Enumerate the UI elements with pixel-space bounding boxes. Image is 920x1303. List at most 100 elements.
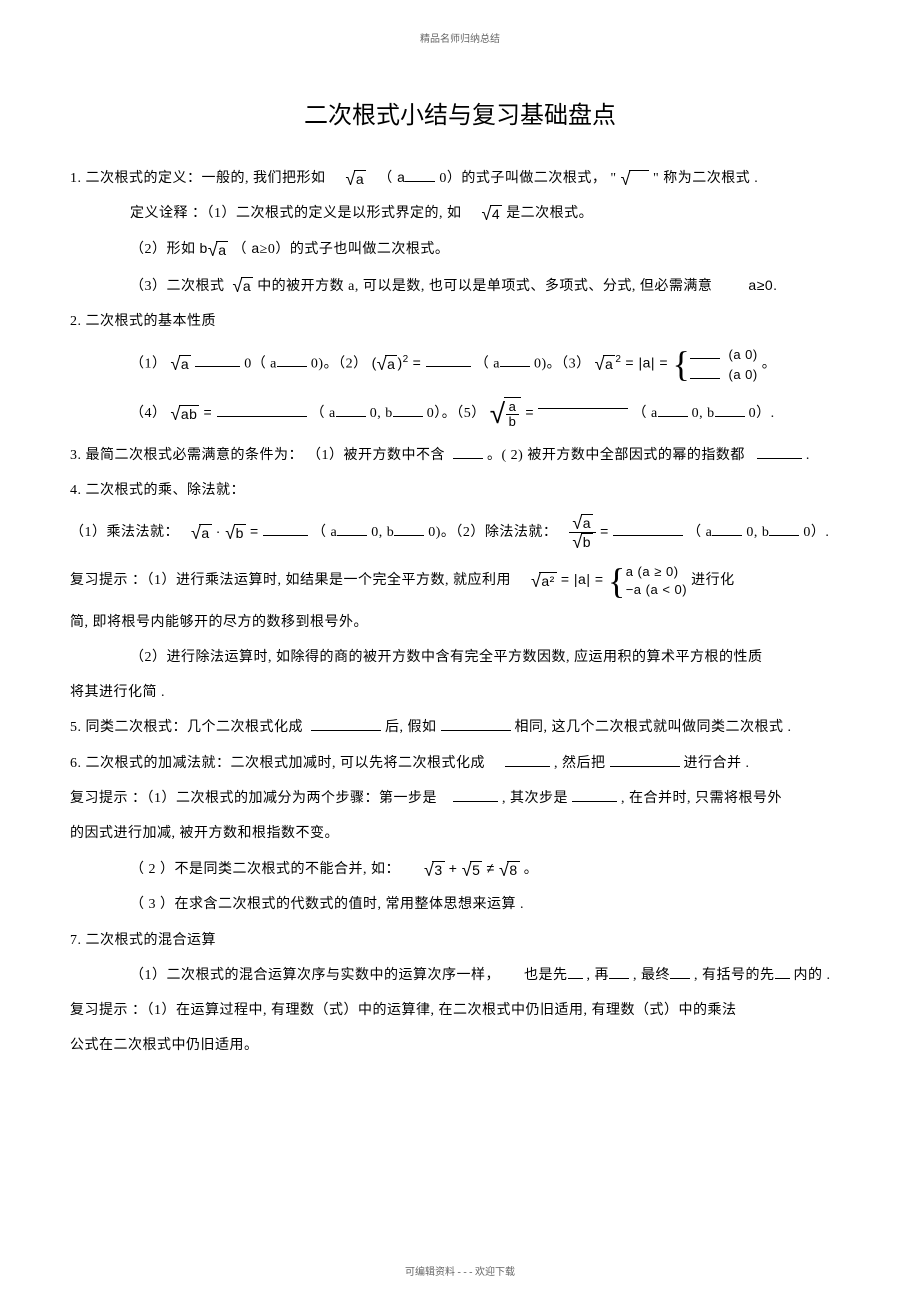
sqrt-4-icon: √4 [482, 205, 503, 223]
text: , 有括号的先 [694, 968, 775, 983]
blank [690, 364, 720, 379]
section-2-row-1: （1） √a 0（ a 0)。（2） (√a)2 = （ a 0)。（3） √a… [70, 344, 850, 384]
blank [658, 402, 688, 417]
text: （ a [312, 525, 337, 540]
text: , 在合并时, 只需将根号外 [621, 791, 782, 806]
section-2-head: 2. 二次根式的基本性质 [70, 309, 850, 334]
text: 。( 2) 被开方数中全部因式的幂的指数都 [487, 448, 745, 463]
text: （1）二次根式的混合运算次序与实数中的运算次序一样， [130, 968, 500, 983]
section-3: 3. 最简二次根式必需满意的条件为： （1）被开方数中不含 。( 2) 被开方数… [70, 443, 850, 468]
section-7-line-1: （1）二次根式的混合运算次序与实数中的运算次序一样， 也是先 , 再 , 最终 … [70, 963, 850, 988]
text: 0)。（2）除法法就： [428, 525, 557, 540]
blank [775, 964, 790, 979]
sqrt-a-icon: √a [346, 170, 367, 188]
text: （ a [475, 356, 500, 371]
section-1-def-1: 定义诠释 ：（1）二次根式的定义是以形式界定的, 如 √4 是二次根式。 [70, 201, 850, 226]
section-2-row-2: （4） √ab = （ a 0, b 0）。（5） √ab = （ a 0, b… [70, 394, 850, 432]
blank [336, 402, 366, 417]
blank [715, 402, 745, 417]
section-4-tip-1b: 简, 即将根号内能够开的尽方的数移到根号外。 [70, 610, 850, 635]
text: （ 2 ）不是同类二次根式的不能合并, 如： [130, 862, 400, 877]
blank [757, 444, 802, 459]
text: 0）的式子叫做二次根式， " [439, 171, 616, 186]
blank [277, 352, 307, 367]
sqrt-ab-icon: √ab [171, 405, 200, 423]
blank [500, 352, 530, 367]
page-header: 精品名师归纳总结 [70, 30, 850, 45]
text: 进行化 [691, 573, 735, 588]
blank [453, 787, 498, 802]
text: " 称为二次根式 . [653, 171, 758, 186]
text: 0）。（5） [427, 406, 486, 421]
section-5: 5. 同类二次根式：几个二次根式化成 后, 假如 相同, 这几个二次根式就叫做同… [70, 715, 850, 740]
sqrt-a-icon: √a [171, 355, 192, 373]
blank [393, 402, 423, 417]
blank [505, 752, 550, 767]
text: 0）. [749, 406, 775, 421]
text: 复习提示 ：（1）进行乘法运算时, 如结果是一个完全平方数, 就应利用 [70, 573, 511, 588]
section-7-head: 7. 二次根式的混合运算 [70, 928, 850, 953]
section-6: 6. 二次根式的加减法就：二次根式加减时, 可以先将二次根式化成 , 然后把 进… [70, 751, 850, 776]
blank [572, 787, 617, 802]
document-page: 精品名师归纳总结 二次根式小结与复习基础盘点 1. 二次根式的定义：一般的, 我… [0, 0, 920, 1303]
text: （1）乘法法就： [70, 525, 179, 540]
section-4-head: 4. 二次根式的乘、除法就： [70, 478, 850, 503]
blank [263, 521, 308, 536]
text: 内的 . [794, 968, 831, 983]
text: 中的被开方数 a, 可以是数, 也可以是单项式、多项式、分式, 但必需满意 [257, 279, 712, 294]
section-1-line-1: 1. 二次根式的定义：一般的, 我们把形如 √a （ a 0）的式子叫做二次根式… [70, 165, 850, 191]
text: 0, b [371, 525, 394, 540]
section-6-tip-1b: 的因式进行加减, 被开方数和根指数不变。 [70, 821, 850, 846]
sqrt-a-icon: √a [208, 241, 229, 259]
text: （3）二次根式 [130, 279, 225, 294]
text: 。 [524, 862, 539, 877]
sqrt-a-icon: √a [233, 277, 254, 295]
text: （4） [130, 406, 167, 421]
sqrt-3-icon: √3 [424, 861, 445, 879]
sqrt-a-icon: √a [595, 355, 616, 373]
blank [337, 521, 367, 536]
text: 相同, 这几个二次根式就叫做同类二次根式 . [515, 720, 792, 735]
section-6-tip-2: （ 2 ）不是同类二次根式的不能合并, 如： √3 + √5 ≠ √8 。 [70, 856, 850, 882]
blank [405, 167, 435, 182]
text: 0, b [746, 525, 769, 540]
sqrt-5-icon: √5 [462, 861, 483, 879]
blank [538, 394, 628, 409]
text: , 最终 [633, 968, 670, 983]
text: . [806, 448, 810, 463]
brace-cases: { a (a ≥ 0) −a (a < 0) [608, 563, 687, 599]
blank [453, 444, 483, 459]
page-footer: 可编辑资料 - - - 欢迎下载 [0, 1263, 920, 1278]
sqrt-frac-icon: √ab [490, 397, 522, 432]
blank [712, 521, 742, 536]
text: （1） [130, 356, 167, 371]
text: 0)。（3） [534, 356, 591, 371]
text: 定义诠释 ：（1）二次根式的定义是以形式界定的, 如 [130, 206, 462, 221]
text: 3. 最简二次根式必需满意的条件为： （1）被开方数中不含 [70, 448, 445, 463]
section-6-tip-1: 复习提示 ：（1）二次根式的加减分为两个步骤：第一步是 , 其次步是 , 在合并… [70, 786, 850, 811]
blank [441, 716, 511, 731]
blank [426, 352, 471, 367]
text: 0, b [370, 406, 393, 421]
text: 是二次根式。 [506, 206, 593, 221]
blank [195, 352, 240, 367]
text: 5. 同类二次根式：几个二次根式化成 [70, 720, 303, 735]
text: a≥0. [748, 277, 777, 293]
text: 6. 二次根式的加减法就：二次根式加减时, 可以先将二次根式化成 [70, 756, 485, 771]
section-7-tip: 复习提示 ：（1）在运算过程中, 有理数（式）中的运算律, 在二次根式中仍旧适用… [70, 998, 850, 1023]
page-title: 二次根式小结与复习基础盘点 [70, 95, 850, 130]
sqrt-8-icon: √8 [499, 861, 520, 879]
sqrt-b-icon: √b [225, 524, 246, 542]
section-1-def-3: （3）二次根式 √a 中的被开方数 a, 可以是数, 也可以是单项式、多项式、分… [70, 273, 850, 299]
text: , 再 [587, 968, 610, 983]
blank [613, 521, 683, 536]
brace-cases: { (a 0) (a 0) [672, 344, 757, 384]
text: , 然后把 [554, 756, 606, 771]
section-4-row: （1）乘法法就： √a · √b = （ a 0, b 0)。（2）除法法就： … [70, 513, 850, 551]
blank [568, 964, 583, 979]
text: 后, 假如 [385, 720, 437, 735]
section-4-tip-2: （2）进行除法运算时, 如除得的商的被开方数中含有完全平方数因数, 应运用积的算… [70, 645, 850, 670]
eq-abs: = |a| = [625, 354, 672, 370]
blank [670, 964, 690, 979]
text: （2）形如 [130, 242, 200, 257]
